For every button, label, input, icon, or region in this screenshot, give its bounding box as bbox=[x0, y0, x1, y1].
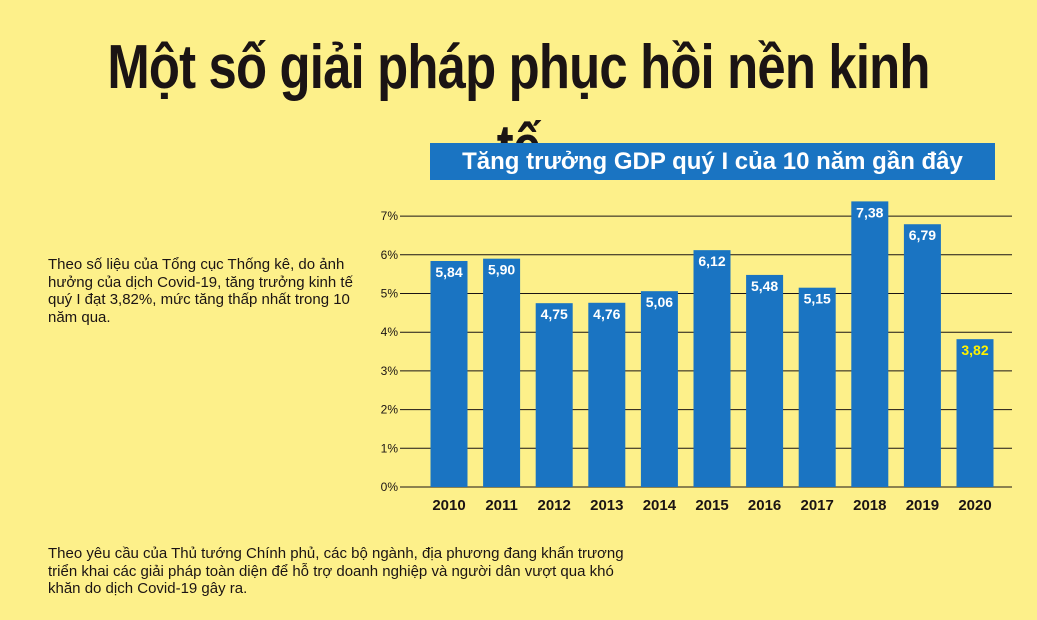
y-tick-label: 3% bbox=[381, 364, 399, 378]
x-tick-label: 2015 bbox=[695, 497, 728, 514]
data-label: 6,79 bbox=[909, 227, 936, 243]
bar bbox=[483, 258, 521, 487]
data-label: 5,15 bbox=[804, 291, 831, 307]
y-tick-label: 4% bbox=[381, 325, 399, 339]
bar bbox=[746, 274, 784, 487]
x-tick-label: 2014 bbox=[643, 497, 677, 514]
y-tick-label: 5% bbox=[381, 287, 399, 301]
bar bbox=[903, 224, 941, 488]
y-tick-label: 0% bbox=[381, 480, 399, 494]
y-tick-label: 7% bbox=[381, 209, 399, 223]
note-bottom: Theo yêu cầu của Thủ tướng Chính phủ, cá… bbox=[48, 545, 624, 597]
bar bbox=[956, 339, 994, 487]
y-tick-label: 6% bbox=[381, 248, 399, 262]
data-label: 5,48 bbox=[751, 278, 778, 294]
bar bbox=[588, 302, 626, 487]
bar bbox=[851, 201, 889, 488]
bar bbox=[640, 291, 678, 487]
data-label: 6,12 bbox=[698, 253, 725, 269]
y-tick-label: 2% bbox=[381, 403, 399, 417]
note-left: Theo số liệu của Tổng cục Thống kê, do ả… bbox=[48, 256, 353, 326]
x-tick-label: 2013 bbox=[590, 497, 623, 514]
data-label: 3,82 bbox=[961, 342, 988, 358]
bar bbox=[430, 260, 468, 487]
x-tick-label: 2017 bbox=[801, 497, 834, 514]
data-label: 5,90 bbox=[488, 262, 515, 278]
data-label: 7,38 bbox=[856, 204, 883, 220]
data-label: 5,84 bbox=[435, 264, 462, 280]
x-tick-label: 2012 bbox=[538, 497, 571, 514]
x-tick-label: 2019 bbox=[906, 497, 939, 514]
data-label: 4,75 bbox=[541, 306, 568, 322]
x-tick-label: 2020 bbox=[958, 497, 991, 514]
bar bbox=[535, 303, 573, 487]
x-tick-label: 2011 bbox=[485, 497, 518, 514]
y-tick-label: 1% bbox=[381, 441, 399, 455]
bar bbox=[798, 287, 836, 487]
x-tick-label: 2018 bbox=[853, 497, 886, 514]
data-label: 4,76 bbox=[593, 306, 620, 322]
x-tick-label: 2010 bbox=[432, 497, 465, 514]
bar bbox=[693, 250, 731, 487]
chart-title: Tăng trưởng GDP quý I của 10 năm gần đây bbox=[430, 143, 995, 180]
x-tick-label: 2016 bbox=[748, 497, 781, 514]
data-label: 5,06 bbox=[646, 294, 673, 310]
